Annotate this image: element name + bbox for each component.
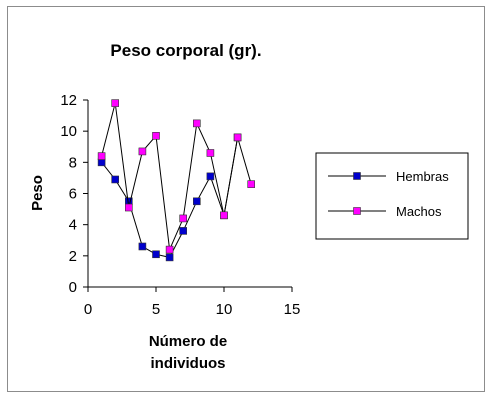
- y-tick-label: 10: [60, 123, 77, 140]
- data-point: [111, 99, 119, 107]
- data-point: [111, 175, 119, 184]
- x-tick-label: 0: [84, 301, 92, 318]
- legend-marker: [353, 207, 361, 215]
- data-point: [206, 172, 215, 181]
- y-axis-title: Peso: [29, 175, 46, 211]
- legend-marker: [353, 172, 361, 180]
- data-point: [152, 132, 160, 140]
- chart-title: Peso corporal (gr).: [110, 41, 261, 60]
- axes: 0 2 4 6 8 10 12 0 5 10 15: [60, 92, 300, 318]
- x-tick-label: 15: [284, 301, 301, 318]
- series-layer: [97, 99, 255, 262]
- data-point: [152, 250, 160, 259]
- data-point: [165, 253, 174, 262]
- data-point: [206, 149, 215, 157]
- y-tick-label: 0: [69, 279, 77, 296]
- data-point: [97, 152, 106, 160]
- data-point: [233, 133, 242, 142]
- series-line: [101, 102, 252, 252]
- data-point: [193, 119, 201, 128]
- data-point: [138, 242, 147, 251]
- y-tick-label: 8: [69, 154, 77, 171]
- legend-item-machos: Machos: [328, 204, 442, 219]
- data-point: [179, 227, 187, 235]
- data-point: [247, 180, 255, 188]
- legend-item-hembras: Hembras: [328, 169, 449, 184]
- data-point: [165, 245, 174, 254]
- x-tick-label: 10: [216, 301, 233, 318]
- legend-label: Machos: [396, 204, 442, 219]
- x-axis-title-line-2: individuos: [151, 355, 226, 372]
- x-tick-label: 5: [152, 301, 160, 318]
- legend-items: Hembras Machos: [328, 169, 449, 219]
- y-tick-label: 6: [69, 186, 77, 203]
- legend-label: Hembras: [396, 169, 449, 184]
- data-point: [125, 203, 133, 212]
- x-axis-title-line-1: Número de: [149, 333, 227, 350]
- data-point: [179, 214, 187, 223]
- data-point: [220, 211, 228, 220]
- y-tick-label: 4: [69, 217, 77, 234]
- y-tick-label: 12: [60, 92, 77, 109]
- legend: Hembras Machos: [315, 152, 469, 240]
- data-point: [138, 147, 147, 156]
- y-tick-label: 2: [69, 248, 77, 265]
- series-machos: [97, 99, 255, 254]
- data-point: [193, 197, 201, 206]
- legend-box: [315, 152, 469, 240]
